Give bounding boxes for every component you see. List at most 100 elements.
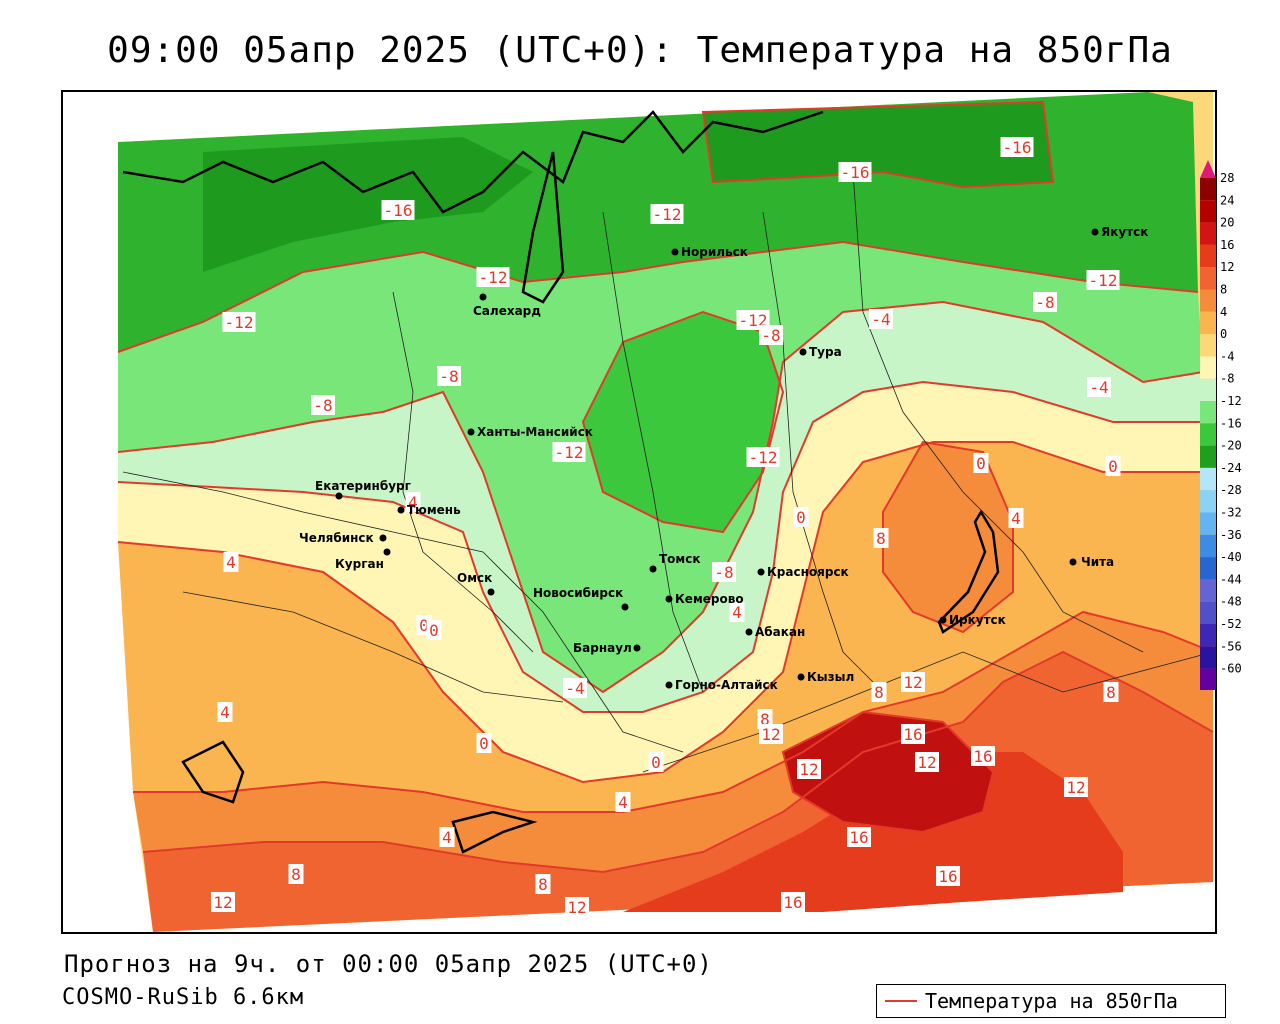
isotherm-label: -12 [749,448,778,467]
isotherm-label: 12 [567,898,586,917]
isotherm-label-box [936,866,960,886]
scale-swatch [1200,356,1216,379]
city-label: Екатеринбург [315,479,411,493]
isotherm-label: 12 [761,725,780,744]
border-line [182,591,564,703]
city-label: Иркутск [949,613,1006,627]
isotherm-label-box [793,507,809,527]
isotherm-label-box [729,602,745,622]
isotherm-label: 4 [226,553,236,572]
city-dot [665,681,673,689]
city-dot [335,492,343,500]
city-markers: Якутск Норильск Салехард Тура Ханты-Мансийск… [299,225,1148,692]
model-name: COSMO-RuSib 6.6км [62,985,305,1010]
isotherms [117,100,1214,874]
field-minus16-center [583,312,783,532]
isotherm-label-box [838,162,872,182]
isotherm-label-box [222,312,256,332]
city-label: Кемерово [675,592,744,606]
isotherm-line [581,310,785,534]
isotherm-label-box [759,325,783,345]
isotherm-label: 8 [874,683,884,702]
isotherm-label-box [1087,377,1111,397]
temperature-map: -16-16-16-12-12-12-12-12-12-12-8-8-8-8-8… [117,92,1214,932]
scale-tick-label: -40 [1220,550,1242,564]
isotherm-labels: -16-16-16-12-12-12-12-12-12-12-8-8-8-8-8… [211,137,1121,917]
isotherm-label: -12 [1089,271,1118,290]
scale-tick-label: -60 [1220,662,1242,676]
isotherm-label: -8 [714,563,733,582]
legend-line-swatch [885,1000,917,1002]
city-dot [745,628,753,636]
scale-tick-label: 16 [1220,238,1234,252]
isotherm-label-box [1105,456,1121,476]
city-dot [487,588,495,596]
scale-tick-label: -4 [1220,349,1234,363]
scale-swatch [1200,244,1216,268]
isotherm-label-box [552,442,586,462]
field-plus8 [133,612,1213,872]
scale-swatch [1200,311,1216,335]
isotherm-label: 4 [1011,509,1021,528]
legend: Температура на 850гПа [876,984,1226,1018]
scale-tick-label: -32 [1220,506,1242,520]
scale-swatch [1200,490,1216,513]
scale-swatch [1200,401,1216,424]
field-minus16-west [203,137,533,272]
scale-swatch [1200,200,1216,223]
isotherm-label-box [1000,137,1034,157]
isotherm-label-box [476,267,510,287]
city-dot [797,673,805,681]
isotherm-label-box [565,897,589,917]
isotherm-line [117,240,1199,353]
city-label: Норильск [681,245,748,259]
isotherm-label: -12 [653,205,682,224]
isotherm-label: 12 [799,760,818,779]
isotherm-label-box [1008,508,1024,528]
city-label: Барнаул [573,641,632,655]
isotherm-label-box [915,752,939,772]
isotherm-label: 0 [651,753,661,772]
scale-swatch [1200,601,1216,624]
border-line [602,211,704,693]
isotherm-label: 12 [213,893,232,912]
scale-swatch [1200,646,1216,669]
isotherm-label-box [973,453,989,473]
isotherm-label: 4 [732,603,742,622]
isotherm-label: 12 [1066,778,1085,797]
city-label: Ханты-Мансийск [477,425,593,439]
isotherm-line [701,100,1055,189]
scale-tick-label: -44 [1220,572,1242,586]
city-label: Курган [335,557,384,571]
isotherm-label: 0 [796,508,806,527]
temperature-color-scale: 28 24 20 16 12 8 4 0 -4 -8 -12 -16 -20 -24 -28 -32 -36 -4… [1200,160,1242,690]
city-label: Новосибирск [533,586,623,600]
scale-tick-label: -28 [1220,483,1242,497]
isotherm-label: 4 [220,703,230,722]
map-title: 09:00 05апр 2025 (UTC+0): Температура на… [107,30,1173,71]
legend-label: Температура на 850гПа [925,989,1178,1013]
isotherm-label-box [650,204,684,224]
scale-swatch [1200,178,1216,201]
isotherm-label-box [311,395,335,415]
isotherm-label: -16 [1003,138,1032,157]
isotherm-line [142,650,1214,874]
scale-swatch [1200,467,1216,491]
border-line [762,211,884,693]
coastlines [122,110,1000,854]
isotherm-label: -12 [225,313,254,332]
isotherm-label-box [211,892,235,912]
scale-swatch [1200,334,1216,357]
isotherm-label-box [901,724,925,744]
scale-tick-label: -12 [1220,394,1242,408]
city-dot [621,603,629,611]
scale-swatch [1200,222,1216,245]
isotherm-label: -4 [871,310,890,329]
isotherm-label-box [426,620,442,640]
isotherm-label: 4 [618,793,628,812]
isotherm-label: 12 [917,753,936,772]
city-dot [939,616,947,624]
city-dot [799,348,807,356]
border-line [852,171,1144,653]
city-dot [1091,228,1099,236]
